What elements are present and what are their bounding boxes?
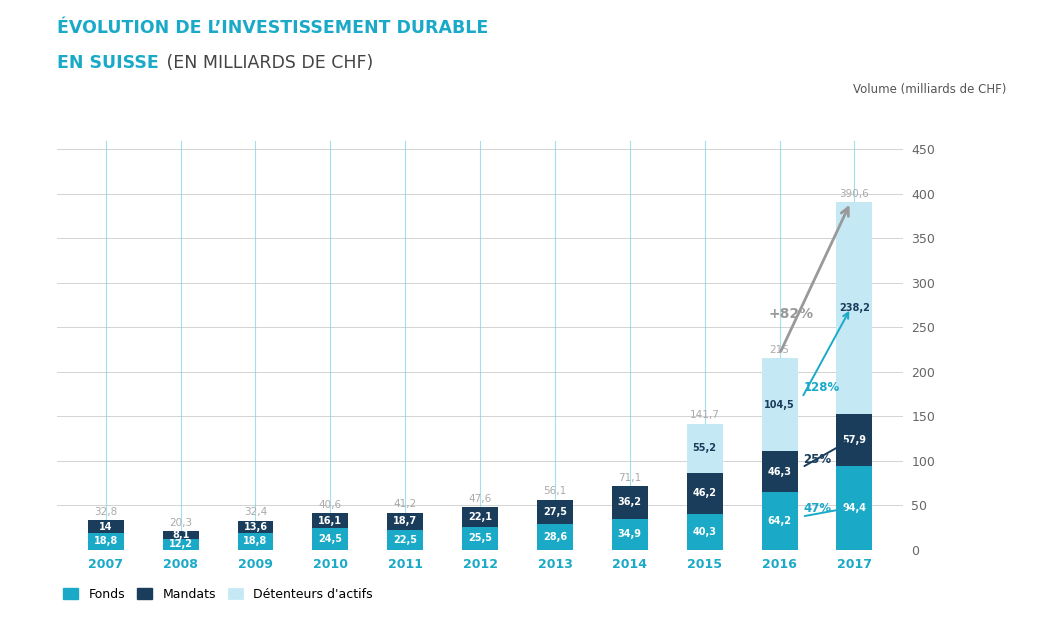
Text: 25%: 25% [803,453,831,466]
Bar [687,473,722,514]
Bar [88,520,124,533]
Text: EN SUISSE: EN SUISSE [57,54,159,72]
Bar [88,533,124,550]
Text: 215: 215 [769,345,790,355]
Bar [762,493,797,550]
Legend: Fonds, Mandats, Détenteurs d'actifs: Fonds, Mandats, Détenteurs d'actifs [63,587,373,601]
Bar [462,527,498,550]
Bar [611,486,648,518]
Text: 28,6: 28,6 [543,532,567,542]
Text: 56,1: 56,1 [543,486,567,496]
Text: 25,5: 25,5 [468,533,492,543]
Bar [312,514,349,528]
Text: 47,6: 47,6 [468,494,492,504]
Text: 8,1: 8,1 [172,530,189,540]
Bar [238,533,273,550]
Text: ÉVOLUTION DE L’INVESTISSEMENT DURABLE: ÉVOLUTION DE L’INVESTISSEMENT DURABLE [57,19,488,37]
Text: 32,8: 32,8 [94,507,117,517]
Text: 390,6: 390,6 [840,189,869,199]
Bar [837,466,872,550]
Bar [462,507,498,527]
Text: +82%: +82% [768,307,814,321]
Text: 64,2: 64,2 [767,516,792,526]
Text: 18,8: 18,8 [93,536,118,546]
Text: 24,5: 24,5 [319,534,343,544]
Text: 238,2: 238,2 [839,304,870,313]
Text: 16,1: 16,1 [319,516,343,526]
Text: (EN MILLIARDS DE CHF): (EN MILLIARDS DE CHF) [161,54,373,72]
Text: 57,9: 57,9 [843,435,867,445]
Bar [537,524,573,550]
Bar [762,358,797,451]
Bar [537,500,573,524]
Bar [837,203,872,414]
Text: 141,7: 141,7 [689,410,719,420]
Bar [387,513,424,530]
Text: 13,6: 13,6 [244,522,268,532]
Text: 34,9: 34,9 [618,529,641,539]
Text: 27,5: 27,5 [543,507,567,517]
Text: 40,3: 40,3 [692,527,716,537]
Bar [238,521,273,533]
Bar [312,528,349,550]
Text: 128%: 128% [803,381,840,394]
Text: 47%: 47% [803,502,831,515]
Text: 22,5: 22,5 [393,535,417,544]
Text: 55,2: 55,2 [692,443,716,453]
Bar [611,518,648,550]
Text: 32,4: 32,4 [244,507,267,517]
Text: 36,2: 36,2 [618,497,641,507]
Bar [387,530,424,550]
Bar [163,532,198,539]
Text: 46,3: 46,3 [767,467,792,477]
Text: 14: 14 [99,521,112,532]
Bar [687,424,722,473]
Text: 22,1: 22,1 [468,512,492,522]
Text: 41,2: 41,2 [393,499,417,509]
Bar [762,451,797,493]
Text: 46,2: 46,2 [692,488,716,498]
Bar [687,514,722,550]
Text: 18,8: 18,8 [243,536,268,546]
Text: Volume (milliards de CHF): Volume (milliards de CHF) [853,83,1007,96]
Text: 18,7: 18,7 [393,516,417,527]
Text: 20,3: 20,3 [169,518,192,528]
Text: 94,4: 94,4 [843,503,867,512]
Text: 71,1: 71,1 [619,473,641,483]
Bar [837,414,872,466]
Bar [163,539,198,550]
Text: 12,2: 12,2 [168,539,193,549]
Text: 40,6: 40,6 [319,500,342,510]
Text: 104,5: 104,5 [764,400,795,410]
